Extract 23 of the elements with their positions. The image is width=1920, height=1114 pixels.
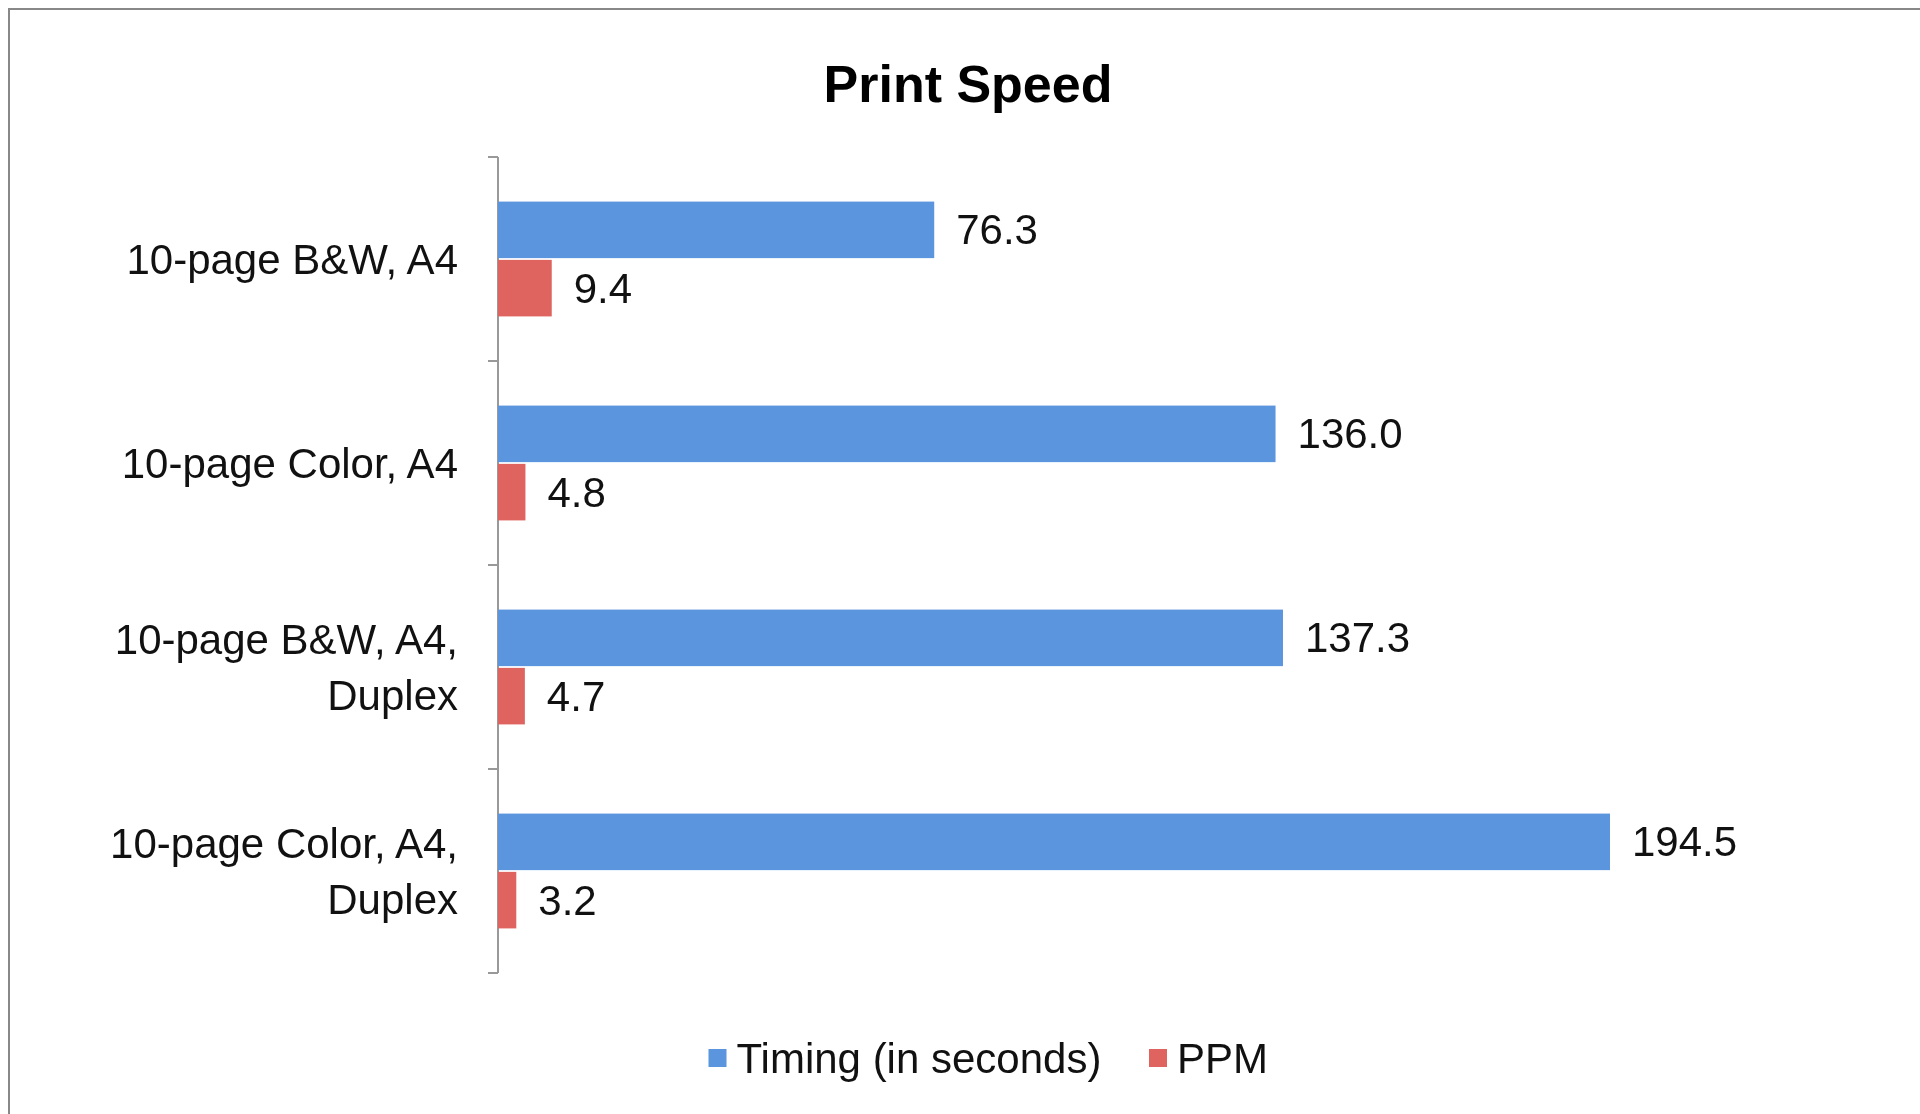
- chart-title: Print Speed: [823, 55, 1113, 113]
- data-label: 3.2: [538, 876, 597, 924]
- y-tick-label: 10-page Color, A4, Duplex: [110, 819, 458, 923]
- bar: [498, 201, 935, 259]
- bar: [498, 871, 517, 929]
- legend-label: PPM: [1177, 1034, 1269, 1082]
- y-tick-label: 10-page B&W, A4, Duplex: [114, 615, 458, 719]
- data-label: 4.8: [547, 468, 606, 516]
- data-label: 137.3: [1304, 614, 1411, 662]
- data-label: 136.0: [1297, 410, 1403, 458]
- bar: [498, 609, 1283, 667]
- bar: [498, 259, 552, 317]
- bar: [498, 463, 526, 521]
- bar: [498, 667, 525, 725]
- data-label: 194.5: [1632, 818, 1738, 866]
- y-tick-label: 10-page B&W, A4: [126, 235, 458, 283]
- y-tick-label: 10-page Color, A4: [121, 439, 458, 487]
- bar: [498, 813, 1610, 871]
- bar: [498, 405, 1276, 463]
- data-label: 76.3: [956, 206, 1038, 254]
- data-label: 9.4: [573, 264, 633, 312]
- legend-label: Timing (in seconds): [736, 1034, 1102, 1082]
- data-label: 4.7: [546, 672, 606, 720]
